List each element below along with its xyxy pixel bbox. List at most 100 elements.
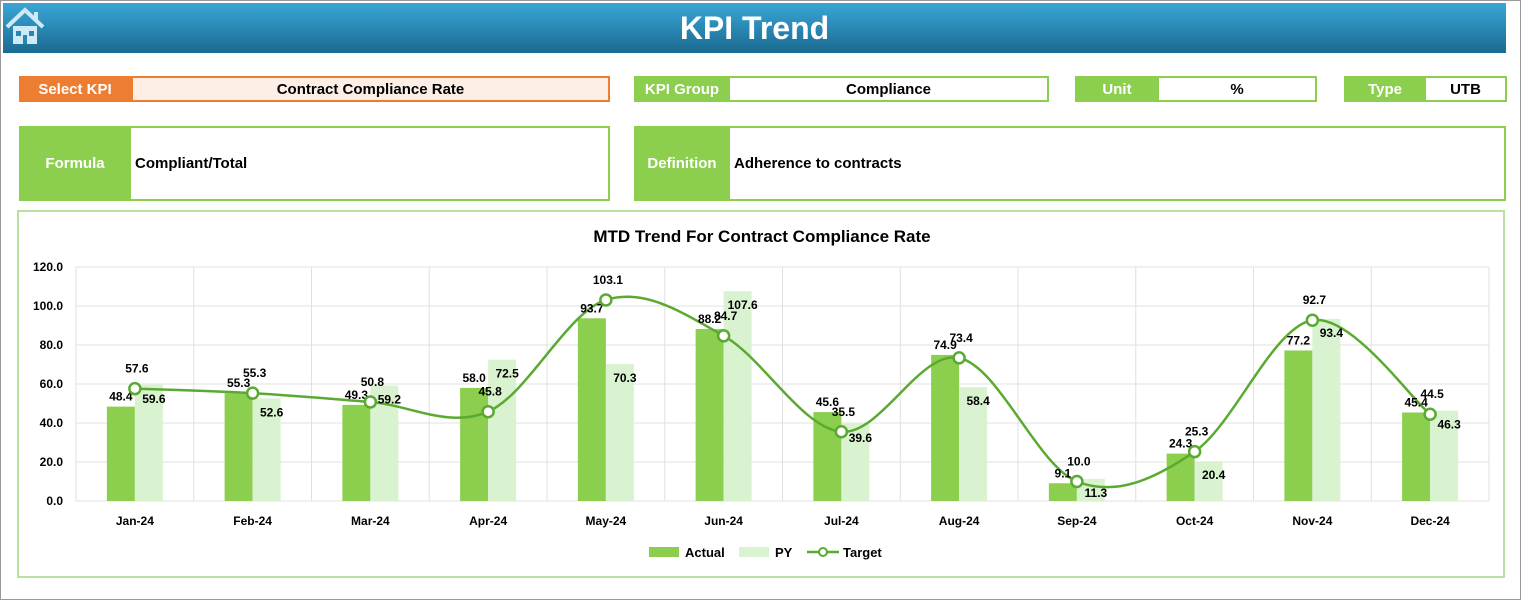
x-tick-label: Nov-24 <box>1292 514 1332 528</box>
x-tick-label: Feb-24 <box>233 514 272 528</box>
page-title: KPI Trend <box>679 10 830 46</box>
y-tick-label: 0.0 <box>46 494 63 508</box>
target-data-label: 57.6 <box>125 362 149 376</box>
target-data-label: 44.5 <box>1420 387 1444 401</box>
actual-data-label: 58.0 <box>462 371 486 385</box>
py-data-label: 20.4 <box>1202 468 1226 482</box>
py-bar <box>1194 461 1223 501</box>
target-data-label: 45.8 <box>478 385 502 399</box>
py-data-label: 72.5 <box>495 367 519 381</box>
py-data-label: 11.3 <box>1085 486 1108 500</box>
x-tick-label: May-24 <box>586 514 627 528</box>
legend-label: Target <box>843 545 882 560</box>
target-marker <box>1423 407 1437 421</box>
y-tick-label: 40.0 <box>40 416 64 430</box>
y-tick-label: 120.0 <box>33 260 63 274</box>
actual-data-label: 45.6 <box>816 395 840 409</box>
actual-data-label: 49.3 <box>345 388 369 402</box>
py-data-label: 59.6 <box>142 392 166 406</box>
kpi-group-label: KPI Group <box>634 76 730 102</box>
definition-value: Adherence to contracts <box>728 126 1506 201</box>
actual-data-label: 93.7 <box>580 301 604 315</box>
legend-label: Actual <box>685 545 725 560</box>
py-data-label: 70.3 <box>613 371 637 385</box>
target-marker <box>363 395 378 409</box>
py-data-label: 46.3 <box>1437 418 1461 432</box>
legend-label: PY <box>775 545 793 560</box>
actual-bar <box>224 393 253 501</box>
py-bar <box>488 359 517 501</box>
y-tick-label: 80.0 <box>40 338 64 352</box>
formula-label: Formula <box>19 126 131 201</box>
y-tick-label: 60.0 <box>40 377 64 391</box>
unit-label: Unit <box>1075 76 1159 102</box>
actual-data-label: 88.2 <box>698 312 722 326</box>
chart-title: MTD Trend For Contract Compliance Rate <box>593 227 930 246</box>
x-tick-label: Oct-24 <box>1176 514 1214 528</box>
target-data-label: 92.7 <box>1303 293 1327 307</box>
actual-data-label: 74.9 <box>933 338 957 352</box>
actual-bar <box>106 406 135 501</box>
target-marker <box>599 293 613 307</box>
actual-bar <box>1284 350 1313 501</box>
actual-bar <box>931 354 960 501</box>
x-tick-label: Jan-24 <box>116 514 154 528</box>
actual-bar <box>1402 412 1431 501</box>
kpi-group-value: Compliance <box>728 76 1049 102</box>
target-data-label: 35.5 <box>832 405 856 419</box>
definition-label: Definition <box>634 126 730 201</box>
x-tick-label: Sep-24 <box>1057 514 1097 528</box>
unit-value: % <box>1157 76 1317 102</box>
target-data-label: 10.0 <box>1067 455 1091 469</box>
py-bar <box>959 387 988 501</box>
actual-data-label: 77.2 <box>1287 333 1311 347</box>
actual-bar <box>813 412 842 501</box>
select-kpi-dropdown[interactable]: Contract Compliance Rate <box>131 76 610 102</box>
py-bar <box>1430 410 1459 501</box>
select-kpi-label: Select KPI <box>19 76 131 102</box>
py-bar <box>605 363 634 501</box>
actual-data-label: 48.4 <box>109 390 133 404</box>
actual-bar <box>342 404 371 501</box>
header-bar: KPI Trend <box>3 3 1506 53</box>
target-marker <box>1305 313 1320 327</box>
target-marker <box>1187 444 1202 459</box>
py-bar <box>134 384 163 501</box>
py-data-label: 59.2 <box>378 393 402 407</box>
py-data-label: 93.4 <box>1320 326 1344 340</box>
legend-marker <box>818 547 828 557</box>
target-marker <box>716 329 731 343</box>
actual-bar <box>695 329 724 501</box>
actual-bar <box>577 318 606 501</box>
target-data-label: 84.7 <box>714 309 738 323</box>
target-data-label: 103.1 <box>593 273 623 287</box>
x-tick-label: Apr-24 <box>469 514 507 528</box>
target-marker <box>128 381 142 396</box>
py-data-label: 39.6 <box>849 431 873 445</box>
x-tick-label: Mar-24 <box>351 514 390 528</box>
x-tick-label: Jul-24 <box>824 514 859 528</box>
formula-value: Compliant/Total <box>129 126 610 201</box>
actual-bar <box>1048 483 1077 501</box>
y-tick-label: 20.0 <box>40 455 64 469</box>
py-bar <box>723 291 752 501</box>
legend-swatch <box>649 547 679 557</box>
target-marker <box>481 404 495 419</box>
py-bar <box>252 398 281 501</box>
actual-data-label: 45.4 <box>1404 395 1428 409</box>
legend-swatch <box>739 547 769 557</box>
type-value: UTB <box>1424 76 1507 102</box>
x-tick-label: Aug-24 <box>939 514 980 528</box>
x-tick-label: Dec-24 <box>1410 514 1450 528</box>
target-marker <box>834 425 849 439</box>
actual-data-label: 55.3 <box>227 376 251 390</box>
y-tick-label: 100.0 <box>33 299 63 313</box>
target-data-label: 50.8 <box>361 375 385 389</box>
py-bar <box>1312 318 1341 501</box>
home-icon[interactable] <box>5 7 45 45</box>
py-data-label: 58.4 <box>966 394 990 408</box>
chart-container <box>17 210 1505 578</box>
actual-bar <box>460 387 489 501</box>
target-marker <box>245 386 260 400</box>
